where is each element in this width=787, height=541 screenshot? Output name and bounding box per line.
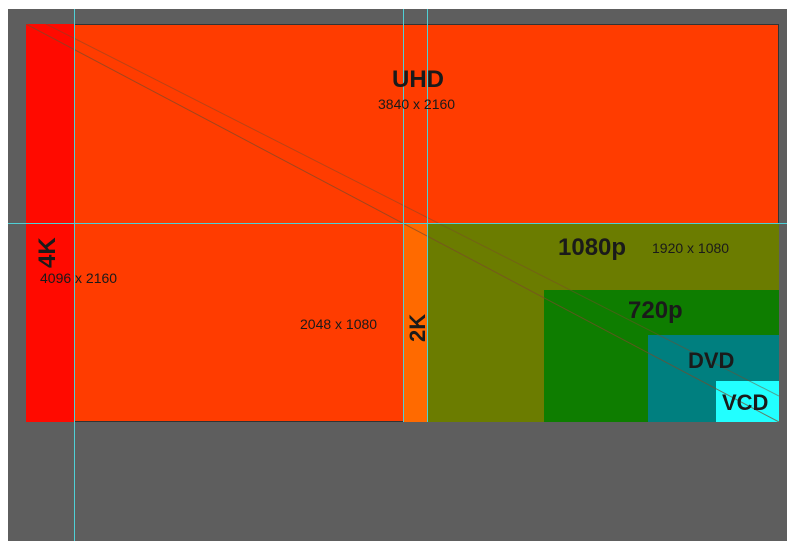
4k-label: 4K (34, 237, 61, 268)
guide-line-vertical-1 (74, 9, 75, 541)
guide-line-vertical-3 (427, 9, 428, 422)
1080p-dims: 1920 x 1080 (652, 240, 730, 256)
uhd-dims: 3840 x 2160 (378, 96, 456, 112)
2k-strip (404, 224, 428, 422)
4k-dims: 4096 x 2160 (40, 270, 118, 286)
vcd-area (716, 381, 779, 422)
720p-label: 720p (628, 297, 683, 324)
uhd-label: UHD (392, 66, 444, 93)
guide-line-vertical-2 (403, 9, 404, 422)
2k-dims: 2048 x 1080 (300, 316, 378, 332)
1080p-label: 1080p (558, 234, 627, 261)
guide-line-horizontal (8, 223, 787, 224)
2k-label: 2K (405, 313, 430, 342)
vcd-label: VCD (722, 390, 769, 415)
dvd-label: DVD (688, 348, 735, 373)
